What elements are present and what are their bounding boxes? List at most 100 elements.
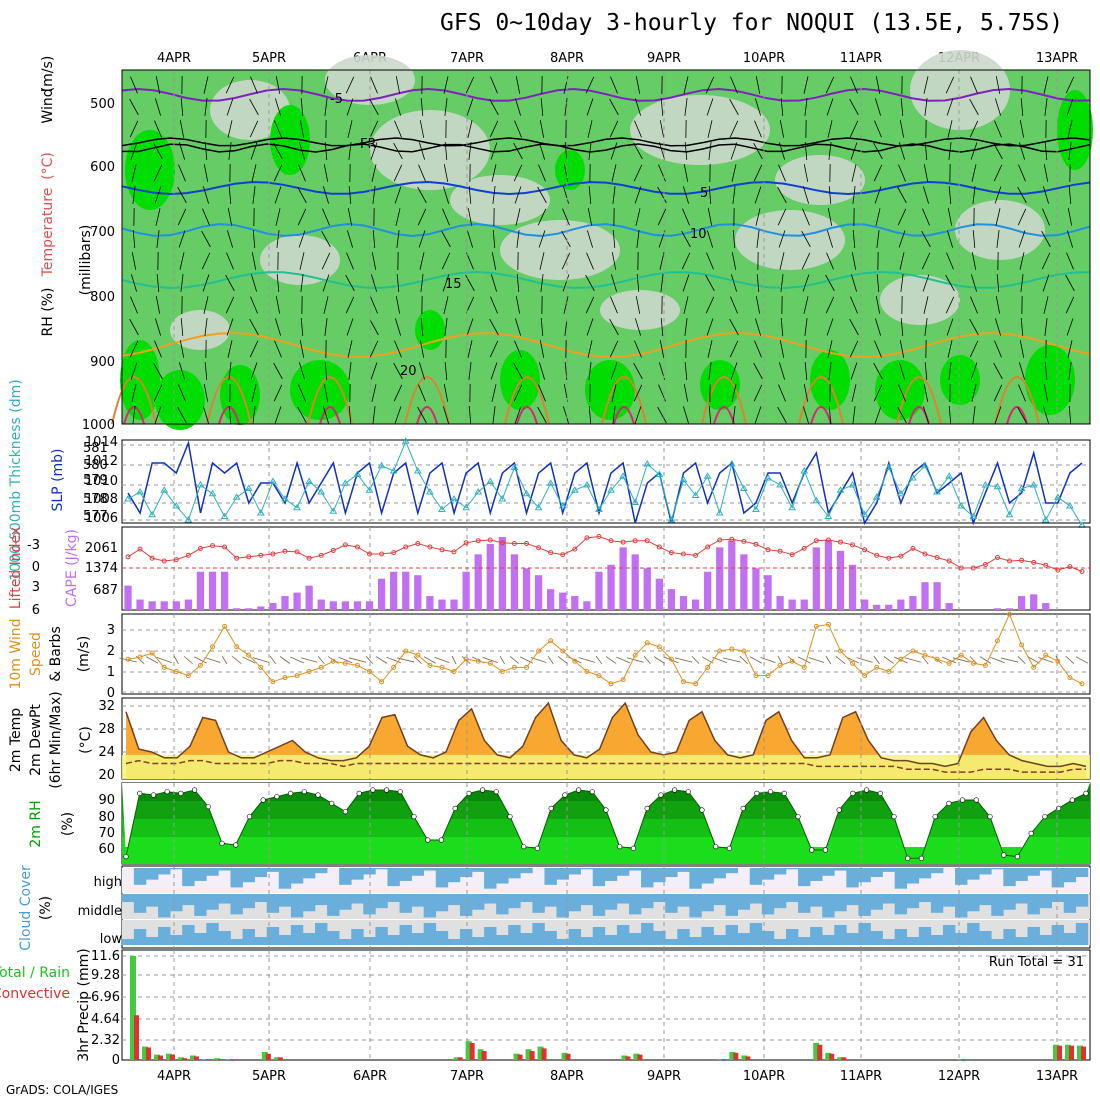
cloud-low: [930, 935, 944, 945]
cloud-high: [701, 868, 714, 884]
wind-barb: [444, 361, 448, 381]
wind-barb: [394, 120, 402, 138]
cloud-low: [242, 929, 255, 945]
wind-speed-marker: [391, 664, 397, 670]
thickness-marker: [715, 509, 724, 516]
cape-bar: [414, 575, 422, 610]
precip-convective-bar: [265, 1053, 271, 1060]
wind-barb: [994, 340, 1002, 358]
precip-total-bar: [525, 1049, 532, 1060]
wind-barb: [948, 362, 952, 380]
li-marker: [596, 534, 602, 539]
wind-barb: [490, 142, 498, 160]
cape-bar: [667, 589, 676, 610]
wind-barb-10m: [423, 656, 436, 664]
wind-barb: [996, 273, 1000, 293]
wind-barb: [514, 406, 522, 424]
rh2m-marker: [905, 855, 911, 861]
precip-convective-bar: [134, 1015, 139, 1060]
wind-speed-marker: [886, 669, 892, 674]
rh2m-marker: [493, 789, 499, 795]
contour-label: -5: [330, 92, 343, 107]
wind-barb: [515, 296, 521, 314]
rh-moist-patch: [875, 360, 925, 420]
cape-bar: [861, 599, 869, 610]
rh2m-tick: 90: [98, 793, 115, 808]
wind-barb: [180, 274, 184, 292]
cloud-low: [351, 929, 364, 945]
rh-moist-patch: [585, 360, 635, 420]
thickness-tick: 577: [83, 509, 108, 524]
wind-barb: [610, 76, 618, 94]
cloud-high: [689, 868, 702, 889]
cloud-middle: [145, 894, 159, 907]
wind-barb: [850, 76, 858, 94]
cloud-high: [665, 868, 678, 878]
cloud-high: [496, 868, 509, 884]
thickness-marker: [426, 488, 434, 495]
precip-total-bar: [1053, 1044, 1060, 1060]
li-marker: [330, 548, 336, 553]
rh2m-marker: [726, 845, 733, 851]
wind-barb: [324, 141, 328, 161]
slp-tick: 1012: [85, 454, 118, 469]
wind-barb: [948, 405, 952, 425]
wind-speed-marker: [850, 660, 856, 666]
wind-barb: [994, 318, 1002, 336]
wind-barb: [852, 229, 856, 249]
cape-bar: [933, 582, 941, 610]
cloud-middle: [158, 894, 171, 918]
wind-barb: [298, 230, 306, 248]
rh2m-marker: [329, 800, 335, 806]
wind-barb-10m: [242, 656, 256, 664]
wind-barb: [153, 384, 163, 402]
wind-barb: [441, 252, 451, 270]
cape-bar: [631, 554, 639, 610]
wind-barb: [513, 142, 523, 160]
wind-barb: [609, 340, 619, 358]
date-label-top: 5APR: [252, 51, 286, 66]
contour-label: 10: [690, 227, 707, 242]
wind-barb: [924, 361, 928, 381]
wind-barb: [273, 142, 283, 160]
rh-dry-patch: [880, 275, 960, 325]
wind-barb: [1042, 274, 1050, 292]
wind-barb-10m: [317, 655, 325, 665]
wind-barb: [707, 208, 713, 226]
wind-speed-marker: [934, 656, 940, 662]
rh2m-marker: [1083, 790, 1089, 796]
wind-barb: [586, 230, 594, 248]
cape-bar: [534, 575, 543, 610]
wind-barb: [250, 362, 258, 380]
wind-barb: [492, 186, 496, 204]
wind-barb: [850, 274, 858, 292]
wind-barb: [587, 340, 593, 358]
wind-barb: [297, 406, 307, 424]
precip-convective-bar: [457, 1057, 463, 1060]
wind-barb-10m: [739, 656, 749, 664]
precip-total-bar: [453, 1057, 460, 1060]
wind-barb: [1020, 317, 1024, 337]
wind-speed-marker: [439, 664, 445, 670]
wind-barb: [946, 318, 954, 336]
wind-barb: [924, 98, 928, 116]
wind-barb: [1068, 142, 1072, 160]
cloud-high: [749, 868, 763, 885]
wind-barb: [780, 274, 784, 292]
date-label-top: 7APR: [450, 51, 484, 66]
cloud-middle: [121, 894, 135, 902]
rh2m-marker: [822, 847, 829, 853]
wind-barb: [900, 97, 904, 117]
wind-barb: [393, 384, 403, 402]
cloud-high: [158, 868, 171, 875]
cloud-middle: [894, 894, 908, 915]
li-marker: [548, 550, 554, 556]
wind-barb: [1019, 120, 1025, 138]
cloud-low: [194, 933, 207, 945]
cape-bar: [160, 601, 168, 610]
thickness-marker: [341, 479, 350, 486]
wind-barb: [443, 164, 449, 182]
wind-barb: [994, 186, 1002, 204]
wind-barb: [658, 164, 666, 182]
wind-barb: [514, 318, 522, 336]
